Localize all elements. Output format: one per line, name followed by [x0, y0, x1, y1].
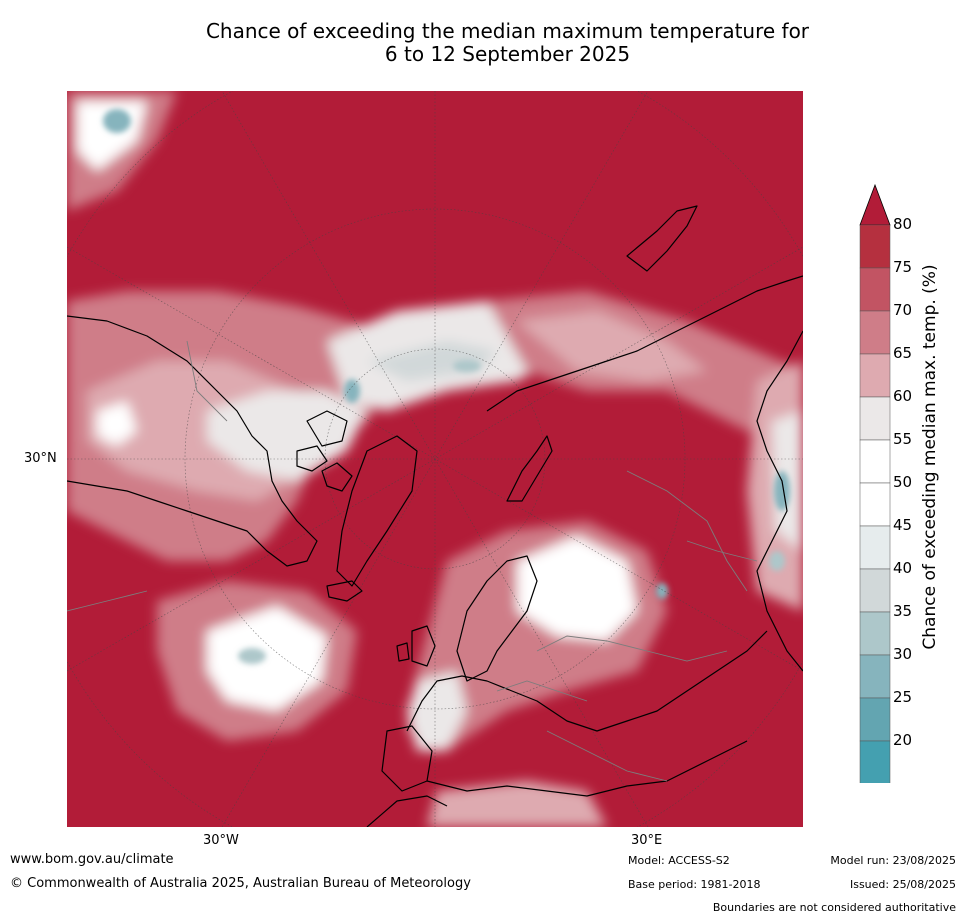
zone-pacific-30 — [103, 109, 131, 133]
colorbar-segment — [859, 740, 891, 785]
disclaimer-text: Boundaries are not considered authoritat… — [712, 901, 956, 914]
colorbar-top-arrow — [859, 183, 891, 226]
latitude-circle-60n — [324, 348, 546, 570]
colorbar-tick-label: 80 — [893, 215, 913, 233]
map-canvas — [67, 91, 803, 827]
coastline-siberia — [486, 275, 803, 412]
coastline-north-america — [67, 315, 318, 567]
boundary — [67, 590, 148, 612]
title-line-1: Chance of exceeding the median maximum t… — [205, 19, 810, 43]
colorbar-segment — [859, 697, 891, 742]
colorbar-segment — [859, 353, 891, 398]
longitude-label-30e: 30°E — [631, 833, 663, 848]
colorbar-segment — [859, 310, 891, 355]
colorbar-segment — [859, 482, 891, 527]
coastline-north-africa — [366, 795, 448, 827]
coastline-kamchatka — [626, 205, 698, 272]
colorbar-tick-label: 45 — [893, 516, 913, 534]
colorbar-tick-label: 25 — [893, 688, 913, 706]
probability-zones — [67, 91, 803, 827]
zone-east-asia-35 — [769, 551, 785, 571]
boundary — [186, 340, 228, 422]
colorbar-segment — [859, 525, 891, 570]
zone-east-asia-30 — [774, 471, 790, 511]
colorbar-title: Chance of exceeding median max. temp. (%… — [920, 264, 940, 650]
zone-alaska-50 — [97, 401, 137, 446]
coastline-arctic-archipelago — [296, 410, 353, 492]
zone-canada-55 — [207, 391, 367, 481]
zone-siberia-60 — [517, 311, 707, 381]
coastlines — [67, 205, 803, 827]
colorbar-tick-label: 65 — [893, 344, 913, 362]
colorbar-tick-label: 55 — [893, 430, 913, 448]
boundary — [536, 635, 728, 662]
colorbar-segment — [859, 396, 891, 441]
coastline-mediterranean — [426, 740, 748, 797]
zone-atlantic-55 — [207, 606, 327, 711]
model-text: Model: ACCESS-S2 — [628, 854, 730, 867]
graticule — [67, 91, 803, 827]
colorbar-segment — [859, 568, 891, 613]
colorbar-graphic — [859, 183, 891, 826]
coastline-scandinavia — [456, 555, 538, 682]
probability-map — [67, 91, 803, 827]
zone-caspian-30 — [656, 583, 668, 599]
issued-text: Issued: 25/08/2025 — [849, 878, 956, 891]
colorbar-segment — [859, 611, 891, 656]
coastline-british-isles — [396, 625, 436, 667]
zone-baffin-30 — [344, 379, 360, 403]
base-period-text: Base period: 1981-2018 — [628, 878, 761, 891]
colorbar-tick-label: 50 — [893, 473, 913, 491]
website-link[interactable]: www.bom.gov.au/climate — [10, 852, 174, 867]
colorbar-segment — [859, 654, 891, 699]
boundary — [496, 680, 588, 702]
zone-kara-35 — [453, 360, 481, 372]
colorbar-tick-label: 30 — [893, 645, 913, 663]
latitude-circle-30n — [184, 208, 686, 710]
boundary — [686, 540, 758, 562]
colorbar-segment — [859, 224, 891, 269]
boundary — [626, 470, 748, 592]
longitude-label-30w: 30°W — [203, 833, 239, 848]
title-line-2: 6 to 12 September 2025 — [384, 42, 631, 66]
chart-title: Chance of exceeding the median maximum t… — [0, 20, 965, 66]
model-run-text: Model run: 23/08/2025 — [830, 854, 956, 867]
colorbar-tick-label: 20 — [893, 731, 913, 749]
latitude-label-30n: 30°N — [24, 451, 57, 466]
colorbar-segment — [859, 267, 891, 312]
zone-atlantic-35 — [238, 648, 266, 664]
colorbar — [858, 183, 898, 826]
copyright-text: © Commonwealth of Australia 2025, Austra… — [10, 876, 471, 891]
coastline-novaya-zemlya — [506, 435, 553, 502]
meridian — [67, 246, 803, 672]
zone-russia-55 — [517, 536, 637, 641]
coastline-greenland — [336, 435, 418, 587]
colorbar-tick-label: 60 — [893, 387, 913, 405]
coastline-east-asia — [756, 330, 803, 672]
colorbar-tick-label: 75 — [893, 258, 913, 276]
colorbar-tick-label: 35 — [893, 602, 913, 620]
colorbar-tick-label: 70 — [893, 301, 913, 319]
boundary — [546, 730, 668, 782]
coastline-iceland — [326, 580, 363, 602]
coastline-europe — [406, 630, 768, 732]
colorbar-tick-label: 40 — [893, 559, 913, 577]
probability-cool-spots — [103, 109, 790, 664]
colorbar-segment — [859, 439, 891, 484]
zone-iberia-55 — [407, 671, 467, 751]
country-boundaries — [67, 340, 758, 782]
